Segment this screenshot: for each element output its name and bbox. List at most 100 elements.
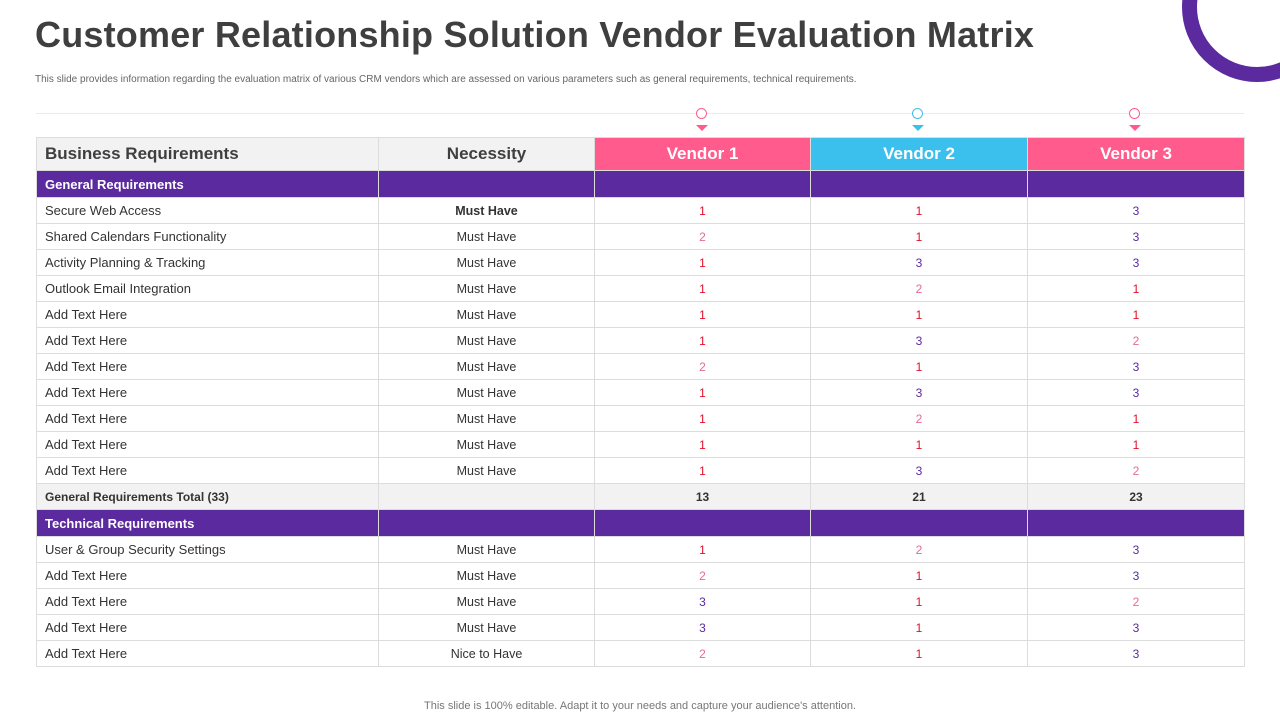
- requirement-cell: Secure Web Access: [36, 197, 379, 224]
- score-vendor-1: 2: [594, 353, 811, 380]
- table-row: Add Text Here Must Have 3 1 3: [36, 614, 1245, 641]
- total-necessity-cell: [378, 483, 595, 510]
- triangle-down-icon: [696, 125, 708, 131]
- vendor-3-marker-icon: [1125, 108, 1145, 134]
- necessity-cell: Must Have: [378, 197, 595, 224]
- header-vendor-3: Vendor 3: [1027, 137, 1245, 171]
- page-subtitle: This slide provides information regardin…: [35, 74, 857, 85]
- circle-marker-icon: [696, 108, 707, 119]
- necessity-cell: Must Have: [378, 431, 595, 458]
- page-title: Customer Relationship Solution Vendor Ev…: [35, 14, 1035, 55]
- requirement-cell: Add Text Here: [36, 353, 379, 380]
- requirement-cell: Add Text Here: [36, 614, 379, 641]
- section-cell: [1027, 509, 1245, 537]
- section-row: General Requirements: [36, 170, 1245, 198]
- score-vendor-3: 2: [1027, 327, 1245, 354]
- section-cell: [378, 170, 595, 198]
- total-vendor-3: 23: [1027, 483, 1245, 510]
- requirement-cell: Add Text Here: [36, 588, 379, 615]
- score-vendor-3: 3: [1027, 614, 1245, 641]
- score-vendor-3: 3: [1027, 249, 1245, 276]
- table-row: Add Text Here Must Have 3 1 2: [36, 588, 1245, 615]
- requirement-cell: Outlook Email Integration: [36, 275, 379, 302]
- table-row: Add Text Here Must Have 1 2 1: [36, 405, 1245, 432]
- table-row: Add Text Here Must Have 1 3 2: [36, 457, 1245, 484]
- score-vendor-2: 3: [810, 249, 1028, 276]
- score-vendor-3: 3: [1027, 353, 1245, 380]
- total-vendor-2: 21: [810, 483, 1028, 510]
- score-vendor-3: 3: [1027, 640, 1245, 667]
- requirement-cell: Add Text Here: [36, 457, 379, 484]
- table-row: Add Text Here Must Have 1 3 3: [36, 379, 1245, 406]
- necessity-cell: Must Have: [378, 327, 595, 354]
- requirement-cell: Add Text Here: [36, 640, 379, 667]
- score-vendor-2: 1: [810, 562, 1028, 589]
- triangle-down-icon: [912, 125, 924, 131]
- requirement-cell: Add Text Here: [36, 301, 379, 328]
- necessity-cell: Must Have: [378, 588, 595, 615]
- section-title: General Requirements: [36, 170, 379, 198]
- table-row: Add Text Here Must Have 2 1 3: [36, 353, 1245, 380]
- table-row: Add Text Here Must Have 1 3 2: [36, 327, 1245, 354]
- table-row: Outlook Email Integration Must Have 1 2 1: [36, 275, 1245, 302]
- score-vendor-1: 1: [594, 249, 811, 276]
- table-row: Secure Web Access Must Have 1 1 3: [36, 197, 1245, 224]
- necessity-cell: Must Have: [378, 379, 595, 406]
- score-vendor-2: 1: [810, 588, 1028, 615]
- section-cell: [810, 170, 1028, 198]
- section-cell: [1027, 170, 1245, 198]
- requirement-cell: Add Text Here: [36, 562, 379, 589]
- footer-note: This slide is 100% editable. Adapt it to…: [424, 700, 856, 712]
- table-row: User & Group Security Settings Must Have 1…: [36, 536, 1245, 563]
- score-vendor-3: 2: [1027, 457, 1245, 484]
- header-business-requirements: Business Requirements: [36, 137, 379, 171]
- score-vendor-2: 1: [810, 640, 1028, 667]
- score-vendor-1: 1: [594, 457, 811, 484]
- total-row: General Requirements Total (33) 13 21 23: [36, 483, 1245, 510]
- necessity-cell: Must Have: [378, 405, 595, 432]
- section-row: Technical Requirements: [36, 509, 1245, 537]
- score-vendor-3: 3: [1027, 562, 1245, 589]
- table-row: Activity Planning & Tracking Must Have 1 3 3: [36, 249, 1245, 276]
- table-row: Shared Calendars Functionality Must Have 2…: [36, 223, 1245, 250]
- requirement-cell: Activity Planning & Tracking: [36, 249, 379, 276]
- score-vendor-1: 1: [594, 379, 811, 406]
- triangle-down-icon: [1129, 125, 1141, 131]
- necessity-cell: Nice to Have: [378, 640, 595, 667]
- header-necessity: Necessity: [378, 137, 595, 171]
- score-vendor-3: 3: [1027, 223, 1245, 250]
- necessity-cell: Must Have: [378, 275, 595, 302]
- score-vendor-1: 1: [594, 431, 811, 458]
- score-vendor-1: 1: [594, 275, 811, 302]
- score-vendor-2: 3: [810, 379, 1028, 406]
- section-cell: [810, 509, 1028, 537]
- evaluation-matrix: Business Requirements Necessity Vendor 1…: [36, 137, 1245, 667]
- total-vendor-1: 13: [594, 483, 811, 510]
- score-vendor-2: 2: [810, 405, 1028, 432]
- table-row: Add Text Here Must Have 1 1 1: [36, 301, 1245, 328]
- score-vendor-3: 2: [1027, 588, 1245, 615]
- requirement-cell: User & Group Security Settings: [36, 536, 379, 563]
- section-cell: [378, 509, 595, 537]
- section-cell: [594, 509, 811, 537]
- necessity-cell: Must Have: [378, 614, 595, 641]
- necessity-cell: Must Have: [378, 301, 595, 328]
- score-vendor-1: 3: [594, 588, 811, 615]
- table-row: Add Text Here Nice to Have 2 1 3: [36, 640, 1245, 667]
- score-vendor-2: 2: [810, 536, 1028, 563]
- necessity-cell: Must Have: [378, 223, 595, 250]
- section-title: Technical Requirements: [36, 509, 379, 537]
- circle-marker-icon: [1129, 108, 1140, 119]
- score-vendor-1: 1: [594, 327, 811, 354]
- table-header-row: Business Requirements Necessity Vendor 1…: [36, 137, 1245, 171]
- necessity-cell: Must Have: [378, 536, 595, 563]
- table-row: Add Text Here Must Have 1 1 1: [36, 431, 1245, 458]
- table-row: Add Text Here Must Have 2 1 3: [36, 562, 1245, 589]
- score-vendor-2: 1: [810, 431, 1028, 458]
- score-vendor-2: 1: [810, 614, 1028, 641]
- score-vendor-1: 2: [594, 223, 811, 250]
- vendor-2-marker-icon: [908, 108, 928, 134]
- score-vendor-2: 1: [810, 197, 1028, 224]
- score-vendor-1: 2: [594, 640, 811, 667]
- requirement-cell: Add Text Here: [36, 405, 379, 432]
